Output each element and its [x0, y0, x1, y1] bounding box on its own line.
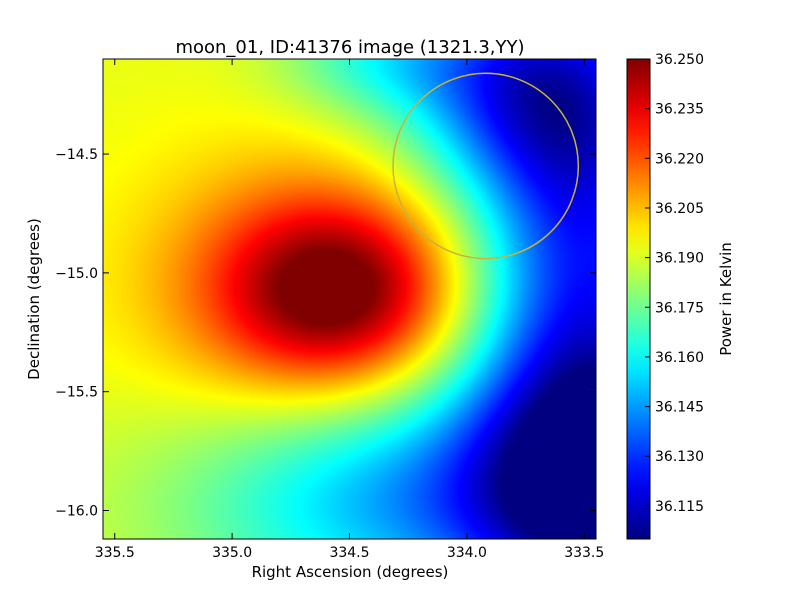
y-axis-label: Declination (degrees) [25, 218, 43, 380]
y-tick-label: −14.5 [55, 147, 98, 163]
colorbar-tick-label: 36.220 [655, 151, 704, 167]
colorbar-tick-label: 36.160 [655, 350, 704, 366]
colorbar-tick-label: 36.145 [655, 400, 704, 416]
x-tick-label: 335.0 [212, 545, 252, 561]
colorbar-tick-label: 36.205 [655, 201, 704, 217]
chart-title: moon_01, ID:41376 image (1321.3,YY) [175, 37, 524, 58]
colorbar-tick-label: 36.250 [655, 52, 704, 68]
colorbar-tick-label: 36.190 [655, 251, 704, 267]
x-tick-label: 335.5 [95, 545, 135, 561]
colorbar-gradient [626, 58, 651, 540]
heatmap-area [102, 58, 597, 540]
colorbar-tick-label: 36.175 [655, 300, 704, 316]
colorbar-tick-label: 36.235 [655, 102, 704, 118]
y-axis: −14.5 −15.0 −15.5 −16.0 [55, 147, 596, 519]
x-tick-label: 333.5 [564, 545, 604, 561]
x-tick-label: 334.0 [447, 545, 487, 561]
colorbar-tick-label: 36.115 [655, 499, 704, 515]
x-axis-label: Right Ascension (degrees) [252, 563, 449, 581]
heatmap-image [103, 59, 596, 539]
colorbar-tick-label: 36.130 [655, 449, 704, 465]
colorbar-ticks: 36.250 36.235 36.220 36.205 36.190 36.175 36.1… [645, 52, 704, 515]
x-axis: 335.5 335.0 334.5 334.0 333.5 [95, 59, 604, 561]
y-tick-label: −15.0 [55, 266, 98, 282]
x-tick-label: 334.5 [329, 545, 369, 561]
overlay-circle [392, 72, 580, 260]
colorbar-label: Power in Kelvin [717, 242, 735, 356]
y-tick-label: −15.5 [55, 385, 98, 401]
y-tick-label: −16.0 [55, 503, 98, 519]
colorbar: 36.250 36.235 36.220 36.205 36.190 36.175 36.1… [626, 52, 735, 540]
